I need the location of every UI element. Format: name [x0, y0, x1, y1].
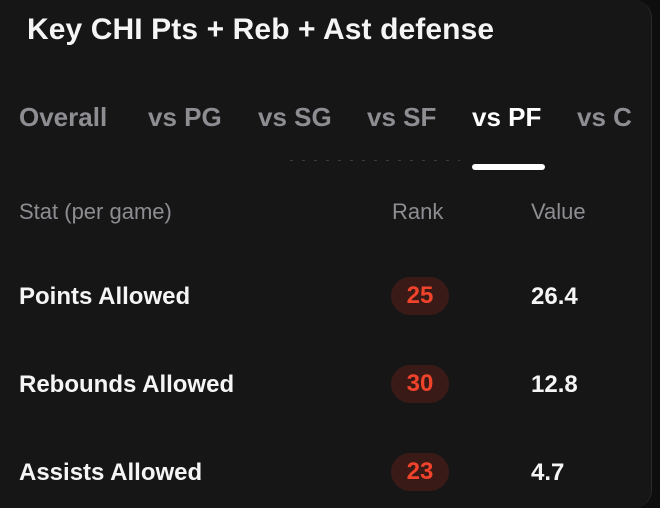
header-value: Value [531, 199, 586, 224]
tab-vs-sg[interactable]: vs SG [258, 102, 332, 132]
header-rank: Rank [392, 199, 444, 224]
tab-vs-c[interactable]: vs C [577, 102, 632, 132]
tab-divider [290, 160, 460, 161]
active-tab-indicator [472, 164, 545, 170]
stat-label: Assists Allowed [19, 459, 203, 486]
stat-label: Rebounds Allowed [19, 371, 235, 398]
tab-overall[interactable]: Overall [19, 102, 108, 132]
tab-vs-pf[interactable]: vs PF [472, 102, 542, 132]
tab-vs-sf[interactable]: vs SF [367, 102, 437, 132]
tab-vs-pg[interactable]: vs PG [148, 102, 222, 132]
header-stat: Stat (per game) [19, 199, 172, 224]
stat-value: 4.7 [531, 459, 565, 486]
position-tabs: Overall vs PG vs SG vs SF vs PF vs C [0, 96, 652, 172]
stat-value: 26.4 [531, 283, 578, 310]
card-title: Key CHI Pts + Reb + Ast defense [27, 13, 495, 46]
stat-value: 12.8 [531, 371, 578, 398]
rank-badge: 30 [391, 365, 449, 403]
rank-badge: 25 [391, 277, 449, 315]
rank-badge: 23 [391, 453, 449, 491]
stat-label: Points Allowed [19, 283, 191, 310]
